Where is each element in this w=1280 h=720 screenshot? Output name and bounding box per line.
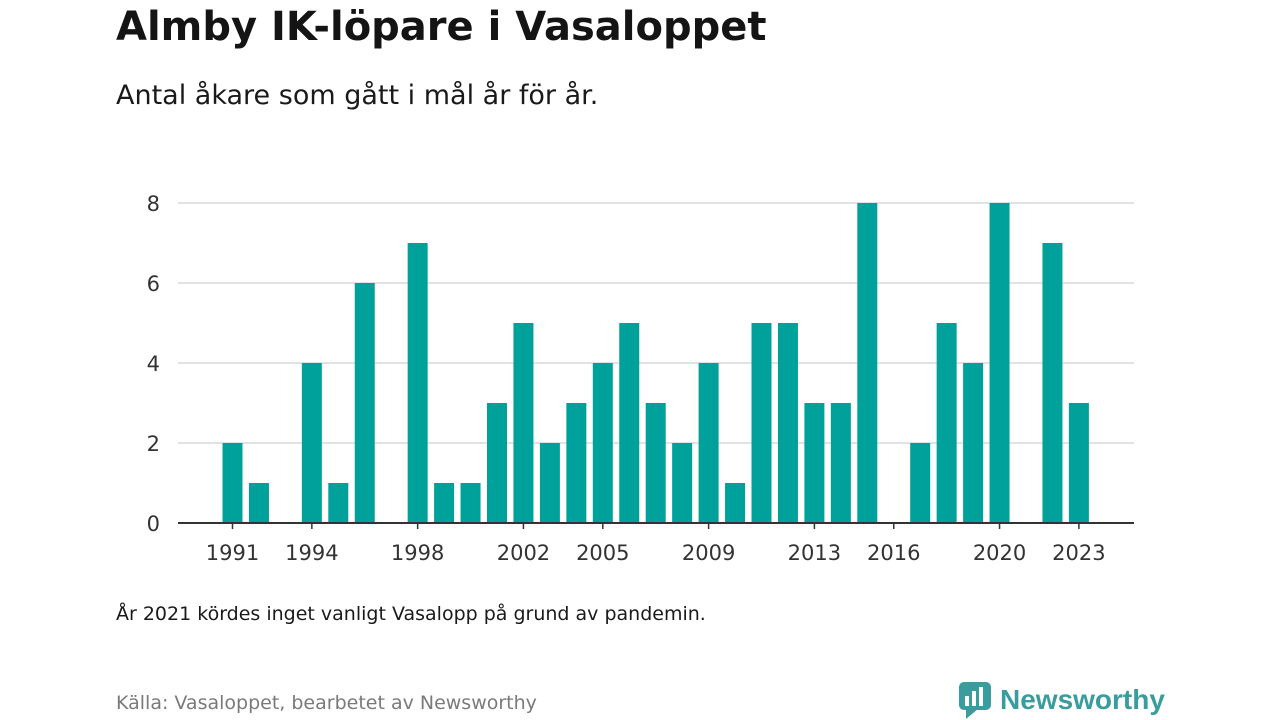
x-tick-label: 2009	[682, 541, 735, 565]
bar-2008	[672, 443, 693, 523]
bar-2012	[777, 323, 798, 523]
newsworthy-logo-icon	[959, 682, 991, 719]
bar-2018	[936, 323, 957, 523]
bar-2001	[487, 403, 507, 523]
x-tick-label: 1998	[391, 541, 444, 565]
chart-subtitle: Antal åkare som gått i mål år för år.	[116, 80, 599, 111]
bar-1995	[328, 483, 349, 523]
bar-1999	[434, 483, 455, 523]
bar-2006	[619, 323, 640, 523]
bar-2011	[751, 323, 772, 523]
x-tick-label: 2013	[788, 541, 841, 565]
bar-2017	[910, 443, 931, 523]
y-tick-label: 4	[147, 352, 160, 376]
bar-2015	[857, 203, 878, 523]
bar-1998	[407, 243, 428, 523]
bar-2014	[830, 403, 851, 523]
x-tick-label: 1991	[206, 541, 259, 565]
x-tick-label: 2002	[497, 541, 550, 565]
x-tick-label: 2023	[1052, 541, 1105, 565]
bar-2002	[513, 323, 534, 523]
bar-2005	[592, 363, 613, 523]
bar-1994	[301, 363, 322, 523]
bar-2023	[1068, 403, 1089, 523]
x-tick-label: 1994	[285, 541, 338, 565]
bar-2019	[963, 363, 984, 523]
bar-2003	[539, 443, 560, 523]
bar-chart: 0 2 4 6 8 1991 1994 1998 2002 2005 2009 2013 2016 202…	[147, 192, 1134, 565]
bar-1991	[222, 443, 243, 523]
bar-2010	[725, 483, 746, 523]
y-tick-label: 8	[147, 192, 160, 216]
bar-2022	[1042, 243, 1063, 523]
bar-2013	[804, 403, 825, 523]
bar-1992	[248, 483, 269, 523]
chart-note: År 2021 kördes inget vanligt Vasalopp på…	[116, 603, 706, 625]
bar-2009	[698, 363, 719, 523]
y-tick-label: 0	[147, 512, 160, 536]
newsworthy-logo-text: Newsworthy	[1000, 684, 1165, 715]
x-tick-label: 2005	[576, 541, 629, 565]
newsworthy-logo[interactable]: Newsworthy	[958, 680, 1165, 720]
bar-2020	[989, 203, 1010, 523]
y-tick-label: 6	[147, 272, 160, 296]
source-text: Källa: Vasaloppet, bearbetet av Newswort…	[116, 692, 537, 714]
y-tick-label: 2	[147, 432, 160, 456]
bar-2004	[566, 403, 587, 523]
bar-2000	[460, 483, 481, 523]
bar-2007	[645, 403, 666, 523]
chart-title: Almby IK-löpare i Vasaloppet	[116, 4, 767, 50]
x-tick-label: 2016	[867, 541, 920, 565]
bar-1996	[354, 283, 375, 523]
x-tick-label: 2020	[973, 541, 1026, 565]
